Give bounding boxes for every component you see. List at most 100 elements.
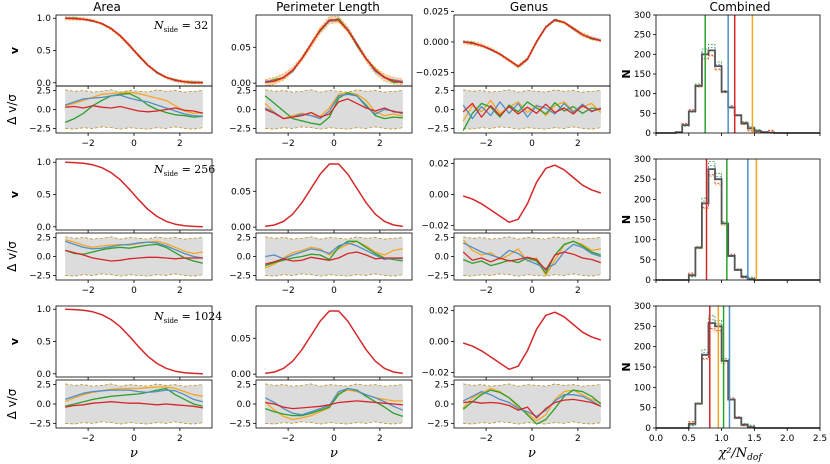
- row3-hist-ytick-label: 0: [645, 424, 651, 434]
- row3-delta-genus-ytick-label: 0.0: [435, 400, 450, 410]
- row2-hist-ytick-label: 0: [645, 276, 651, 286]
- row1-genus-band-lower: [463, 20, 601, 69]
- row1-ylabel-delta: Δ v/σ: [5, 94, 19, 125]
- row2-hist-ytick-label: 150: [634, 216, 651, 226]
- row2-delta-perim-sigma-upper: [265, 236, 403, 240]
- row1-perim-red-line: [265, 19, 403, 84]
- row2-delta-genus-ytick-label: 2.5: [435, 234, 449, 244]
- row1-delta-area-sigma-upper: [65, 89, 203, 93]
- row1-area-ytick-label: 1.0: [37, 14, 52, 24]
- row2-hist-blue-hist: [656, 165, 820, 281]
- row3-hist-ytick-label: 50: [640, 404, 652, 414]
- row2-delta-area-sigma-lower: [65, 273, 203, 277]
- col-title-combined: Combined: [710, 0, 771, 14]
- row1-hist-ytick-label: 250: [634, 31, 651, 41]
- row3-delta-area-sigma-upper: [65, 383, 203, 387]
- row3-delta-perim-blue-line: [264, 387, 404, 416]
- row3-perim-ytick-label: 0.05: [231, 334, 251, 344]
- row1-genus-band-upper: [463, 18, 601, 66]
- row3-area-ytick-label: 1.0: [37, 305, 52, 315]
- row2-delta-genus-red-line: [462, 251, 602, 271]
- row2-genus-red-line: [462, 164, 602, 224]
- row3-genus-ytick-label: −0.02: [421, 368, 449, 378]
- row3-hist-red-hist: [656, 328, 820, 429]
- row2-area-ytick-label: 0.5: [37, 191, 51, 201]
- row3-delta-genus-sigma-upper: [463, 383, 601, 387]
- row3-hist-orange-hist: [656, 329, 820, 429]
- row3-delta-genus-xtick-label: −2: [479, 434, 492, 444]
- row3-delta-area-xtick-label: 2: [177, 434, 183, 444]
- row2-hist-combined-hist: [656, 168, 820, 281]
- row2-hist-ytick-label: 250: [634, 175, 651, 185]
- row3-delta-genus-sigma-lower: [463, 421, 601, 425]
- row2-genus-ytick-label: 0.02: [429, 160, 449, 170]
- row2-delta-genus-sigma-band: [463, 236, 601, 277]
- row1-delta-genus-ytick-label: 0.0: [435, 106, 450, 116]
- row1-hist-ytick-label: 200: [634, 50, 651, 60]
- row1-delta-genus-xtick-label: 2: [575, 139, 581, 149]
- row3-delta-perim-green-line: [264, 387, 404, 418]
- row2-nside-annotation: Nside = 256: [153, 163, 215, 178]
- row3-hist-ytick-label: 150: [634, 363, 651, 373]
- row3-delta-genus-xtick-label: 0: [529, 434, 535, 444]
- row1-delta-genus-sigma-upper: [463, 89, 601, 93]
- row1-hist-red-hist: [656, 54, 820, 134]
- row2-hist-ytick-label: 50: [640, 256, 652, 266]
- row2-delta-perim-xtick-label: −2: [281, 286, 294, 296]
- row3-delta-genus-blue-line: [462, 390, 602, 418]
- row1-delta-area-xtick-label: 0: [131, 139, 137, 149]
- row2-genus-ytick-label: 0.00: [429, 191, 449, 201]
- row2-delta-genus-xtick-label: −2: [479, 286, 492, 296]
- x-label-nu-3: ν: [528, 446, 536, 461]
- row1-area-red-line: [65, 17, 203, 84]
- row1-genus-red-line: [463, 19, 601, 68]
- row3-delta-area-ytick-label: 2.5: [37, 381, 51, 391]
- row3-hist-xtick-label: 2.5: [813, 434, 827, 444]
- row2-delta-area-xtick-label: −2: [81, 286, 94, 296]
- row2-delta-perim-ytick-label: −2.5: [229, 271, 251, 281]
- row3-delta-perim-red-line: [265, 400, 403, 410]
- row3-delta-perim-ytick-label: 0.0: [237, 400, 252, 410]
- row3-hist-xtick-label: 1.5: [747, 434, 761, 444]
- row2-delta-genus-sigma-lower: [463, 273, 601, 277]
- row2-hist-ytick-label: 100: [634, 236, 651, 246]
- row3-perim-axes-frame: [255, 305, 413, 378]
- row3-delta-perim-xtick-label: 2: [377, 434, 383, 444]
- row2-hist-axes-frame: [655, 158, 821, 281]
- row3-delta-area-orange-line: [64, 386, 203, 403]
- row3-delta-genus-ytick-label: −2.5: [427, 419, 449, 429]
- row3-hist-ytick-label: 100: [634, 383, 651, 393]
- row3-delta-genus-ytick-label: 2.5: [435, 381, 449, 391]
- row2-delta-perim-green-line: [264, 240, 403, 267]
- row3-delta-area-sigma-lower: [65, 421, 203, 425]
- row1-hist-orange-hist: [656, 55, 820, 134]
- row1-genus-blue-line: [463, 18, 601, 67]
- row2-delta-perim-ytick-label: 2.5: [237, 234, 251, 244]
- row2-delta-perim-red-line: [265, 251, 403, 265]
- row1-hist-green-hist: [656, 43, 820, 134]
- row2-delta-genus-blue-line: [462, 242, 602, 270]
- row2-delta-perim-orange-line: [264, 240, 403, 269]
- col-title-genus: Genus: [510, 0, 548, 14]
- row3-hist-ylabel: N: [620, 362, 633, 371]
- row1-hist-combined-hist: [656, 49, 820, 134]
- row2-delta-area-xtick-label: 2: [177, 286, 183, 296]
- row2-delta-perim-ytick-label: 0.0: [237, 253, 252, 263]
- row3-hist-ytick-label: 300: [634, 302, 651, 312]
- row1-delta-genus-xtick-label: −2: [479, 139, 492, 149]
- row2-delta-area-green-line: [64, 243, 203, 264]
- row1-genus-green-line: [463, 20, 601, 68]
- row3-delta-perim-xtick-label: −2: [281, 434, 294, 444]
- row1-delta-perim-sigma-upper: [265, 89, 403, 93]
- row3-delta-area-ytick-label: 0.0: [37, 400, 52, 410]
- row1-delta-area-red-line: [65, 105, 203, 114]
- row3-genus-ytick-label: 0.02: [429, 307, 449, 317]
- row2-ylabel-v: v: [8, 190, 21, 198]
- x-label-chi2: χ²/Ndof: [717, 446, 763, 463]
- row2-delta-genus-ytick-label: 0.0: [435, 253, 450, 263]
- row2-hist-ytick-label: 300: [634, 155, 651, 165]
- row2-perim-axes-frame: [255, 158, 413, 231]
- row3-delta-genus-xtick-label: 2: [575, 434, 581, 444]
- col-title-perimeter: Perimeter Length: [276, 0, 380, 14]
